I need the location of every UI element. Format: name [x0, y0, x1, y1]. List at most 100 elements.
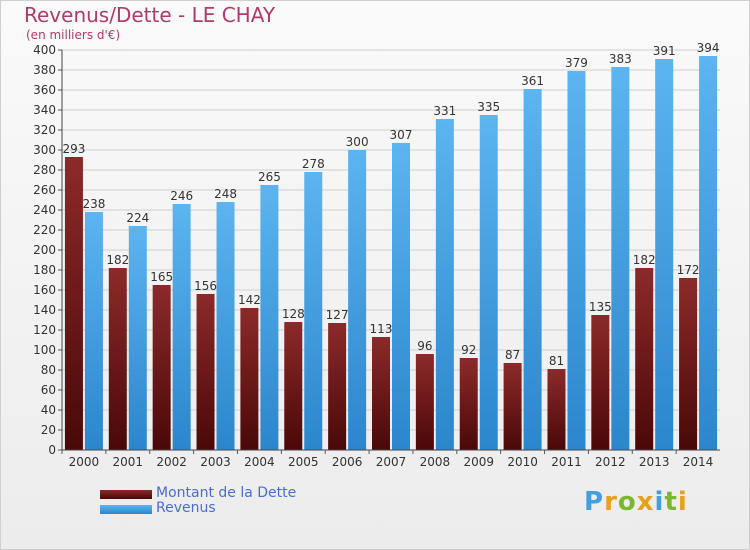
y-tick-label: 120 [33, 323, 56, 337]
data-label-debt: 135 [589, 300, 612, 314]
y-tick-label: 360 [33, 83, 56, 97]
data-label-revenus: 331 [433, 104, 456, 118]
bar-debt [372, 337, 390, 450]
data-label-revenus: 246 [170, 189, 193, 203]
bar-debt [196, 294, 215, 450]
bar-revenus [304, 172, 323, 450]
y-tick-label: 0 [48, 443, 56, 457]
y-tick-label: 260 [33, 183, 56, 197]
x-tick-label: 2001 [113, 455, 144, 469]
x-tick-label: 2005 [288, 455, 319, 469]
x-tick-label: 2000 [69, 455, 100, 469]
x-tick-label: 2003 [200, 455, 231, 469]
y-tick-label: 80 [41, 363, 56, 377]
data-label-debt: 113 [370, 322, 393, 336]
data-label-debt: 182 [106, 253, 129, 267]
legend-label-revenus: Revenus [156, 500, 216, 516]
bar-revenus [655, 59, 674, 450]
data-label-debt: 156 [194, 279, 217, 293]
data-label-revenus: 248 [214, 187, 237, 201]
y-tick-label: 180 [33, 263, 56, 277]
x-tick-label: 2002 [156, 455, 187, 469]
data-label-debt: 128 [282, 307, 305, 321]
data-label-debt: 81 [549, 354, 564, 368]
data-label-debt: 96 [417, 339, 432, 353]
bar-debt [415, 354, 434, 450]
bar-debt [679, 278, 698, 450]
data-label-debt: 182 [633, 253, 656, 267]
data-label-revenus: 238 [82, 197, 105, 211]
bar-revenus [523, 89, 542, 450]
x-tick-label: 2012 [595, 455, 626, 469]
y-tick-label: 320 [33, 123, 56, 137]
data-label-debt: 142 [238, 293, 261, 307]
bar-revenus [172, 204, 191, 450]
bar-revenus [260, 185, 279, 450]
x-tick-label: 2010 [507, 455, 538, 469]
x-tick-label: 2004 [244, 455, 275, 469]
x-tick-label: 2007 [376, 455, 407, 469]
data-label-debt: 127 [326, 308, 349, 322]
bar-revenus [348, 150, 367, 450]
y-tick-label: 340 [33, 103, 56, 117]
x-tick-label: 2006 [332, 455, 363, 469]
data-label-revenus: 278 [302, 157, 325, 171]
y-tick-label: 40 [41, 403, 56, 417]
y-tick-label: 20 [41, 423, 56, 437]
bar-revenus [611, 67, 630, 450]
data-label-debt: 87 [505, 348, 520, 362]
bar-revenus [699, 56, 718, 450]
y-tick-label: 200 [33, 243, 56, 257]
bar-revenus [216, 202, 235, 450]
x-tick-label: 2013 [639, 455, 670, 469]
bar-revenus [435, 119, 454, 450]
data-label-debt: 172 [677, 263, 700, 277]
data-label-revenus: 394 [697, 41, 720, 55]
chart-title: Revenus/Dette - LE CHAY [24, 3, 276, 27]
x-tick-label: 2014 [683, 455, 714, 469]
y-tick-label: 400 [33, 43, 56, 57]
bar-revenus [84, 212, 103, 450]
data-label-debt: 92 [461, 343, 476, 357]
x-tick-label: 2011 [551, 455, 582, 469]
bar-debt [547, 369, 566, 450]
legend-swatch-debt [100, 490, 152, 499]
data-label-debt: 165 [150, 270, 173, 284]
legend-swatch-revenus [100, 505, 152, 514]
y-tick-label: 280 [33, 163, 56, 177]
y-tick-label: 220 [33, 223, 56, 237]
bar-debt [328, 323, 347, 450]
data-label-revenus: 300 [346, 135, 369, 149]
data-label-debt: 293 [62, 142, 85, 156]
proxiti-logo: Proxiti [584, 487, 688, 517]
bar-revenus [479, 115, 498, 450]
legend-label-debt: Montant de la Dette [156, 485, 297, 501]
bar-debt [284, 322, 303, 450]
y-tick-label: 380 [33, 63, 56, 77]
data-label-revenus: 379 [565, 56, 588, 70]
y-tick-label: 100 [33, 343, 56, 357]
x-tick-label: 2008 [420, 455, 451, 469]
data-label-revenus: 265 [258, 170, 281, 184]
data-label-revenus: 361 [521, 74, 544, 88]
data-label-revenus: 391 [653, 44, 676, 58]
data-label-revenus: 383 [609, 52, 632, 66]
data-label-revenus: 224 [126, 211, 149, 225]
chart-subtitle: (en milliers d'€) [26, 28, 121, 42]
bar-debt [108, 268, 127, 450]
bar-debt [591, 315, 610, 450]
bar-debt [152, 285, 171, 450]
bar-revenus [128, 226, 147, 450]
bar-debt [240, 308, 259, 450]
y-tick-label: 60 [41, 383, 56, 397]
x-tick-label: 2009 [463, 455, 494, 469]
data-label-revenus: 335 [477, 100, 500, 114]
y-tick-label: 240 [33, 203, 56, 217]
y-tick-label: 140 [33, 303, 56, 317]
bar-revenus [567, 71, 586, 450]
data-label-revenus: 307 [390, 128, 413, 142]
bar-debt [635, 268, 654, 450]
y-tick-label: 300 [33, 143, 56, 157]
bar-debt [64, 157, 83, 450]
